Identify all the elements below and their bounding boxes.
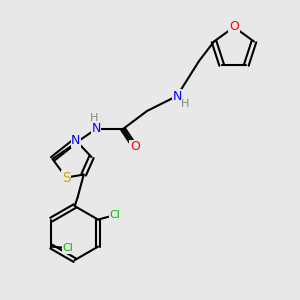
Text: H: H (181, 99, 190, 110)
Text: Cl: Cl (62, 243, 73, 253)
Text: N: N (91, 122, 101, 136)
Text: Cl: Cl (109, 210, 120, 220)
Text: N: N (172, 89, 182, 103)
Text: O: O (130, 140, 140, 154)
Text: S: S (62, 170, 70, 184)
Text: N: N (71, 134, 81, 147)
Text: H: H (90, 112, 99, 123)
Text: O: O (229, 20, 239, 34)
